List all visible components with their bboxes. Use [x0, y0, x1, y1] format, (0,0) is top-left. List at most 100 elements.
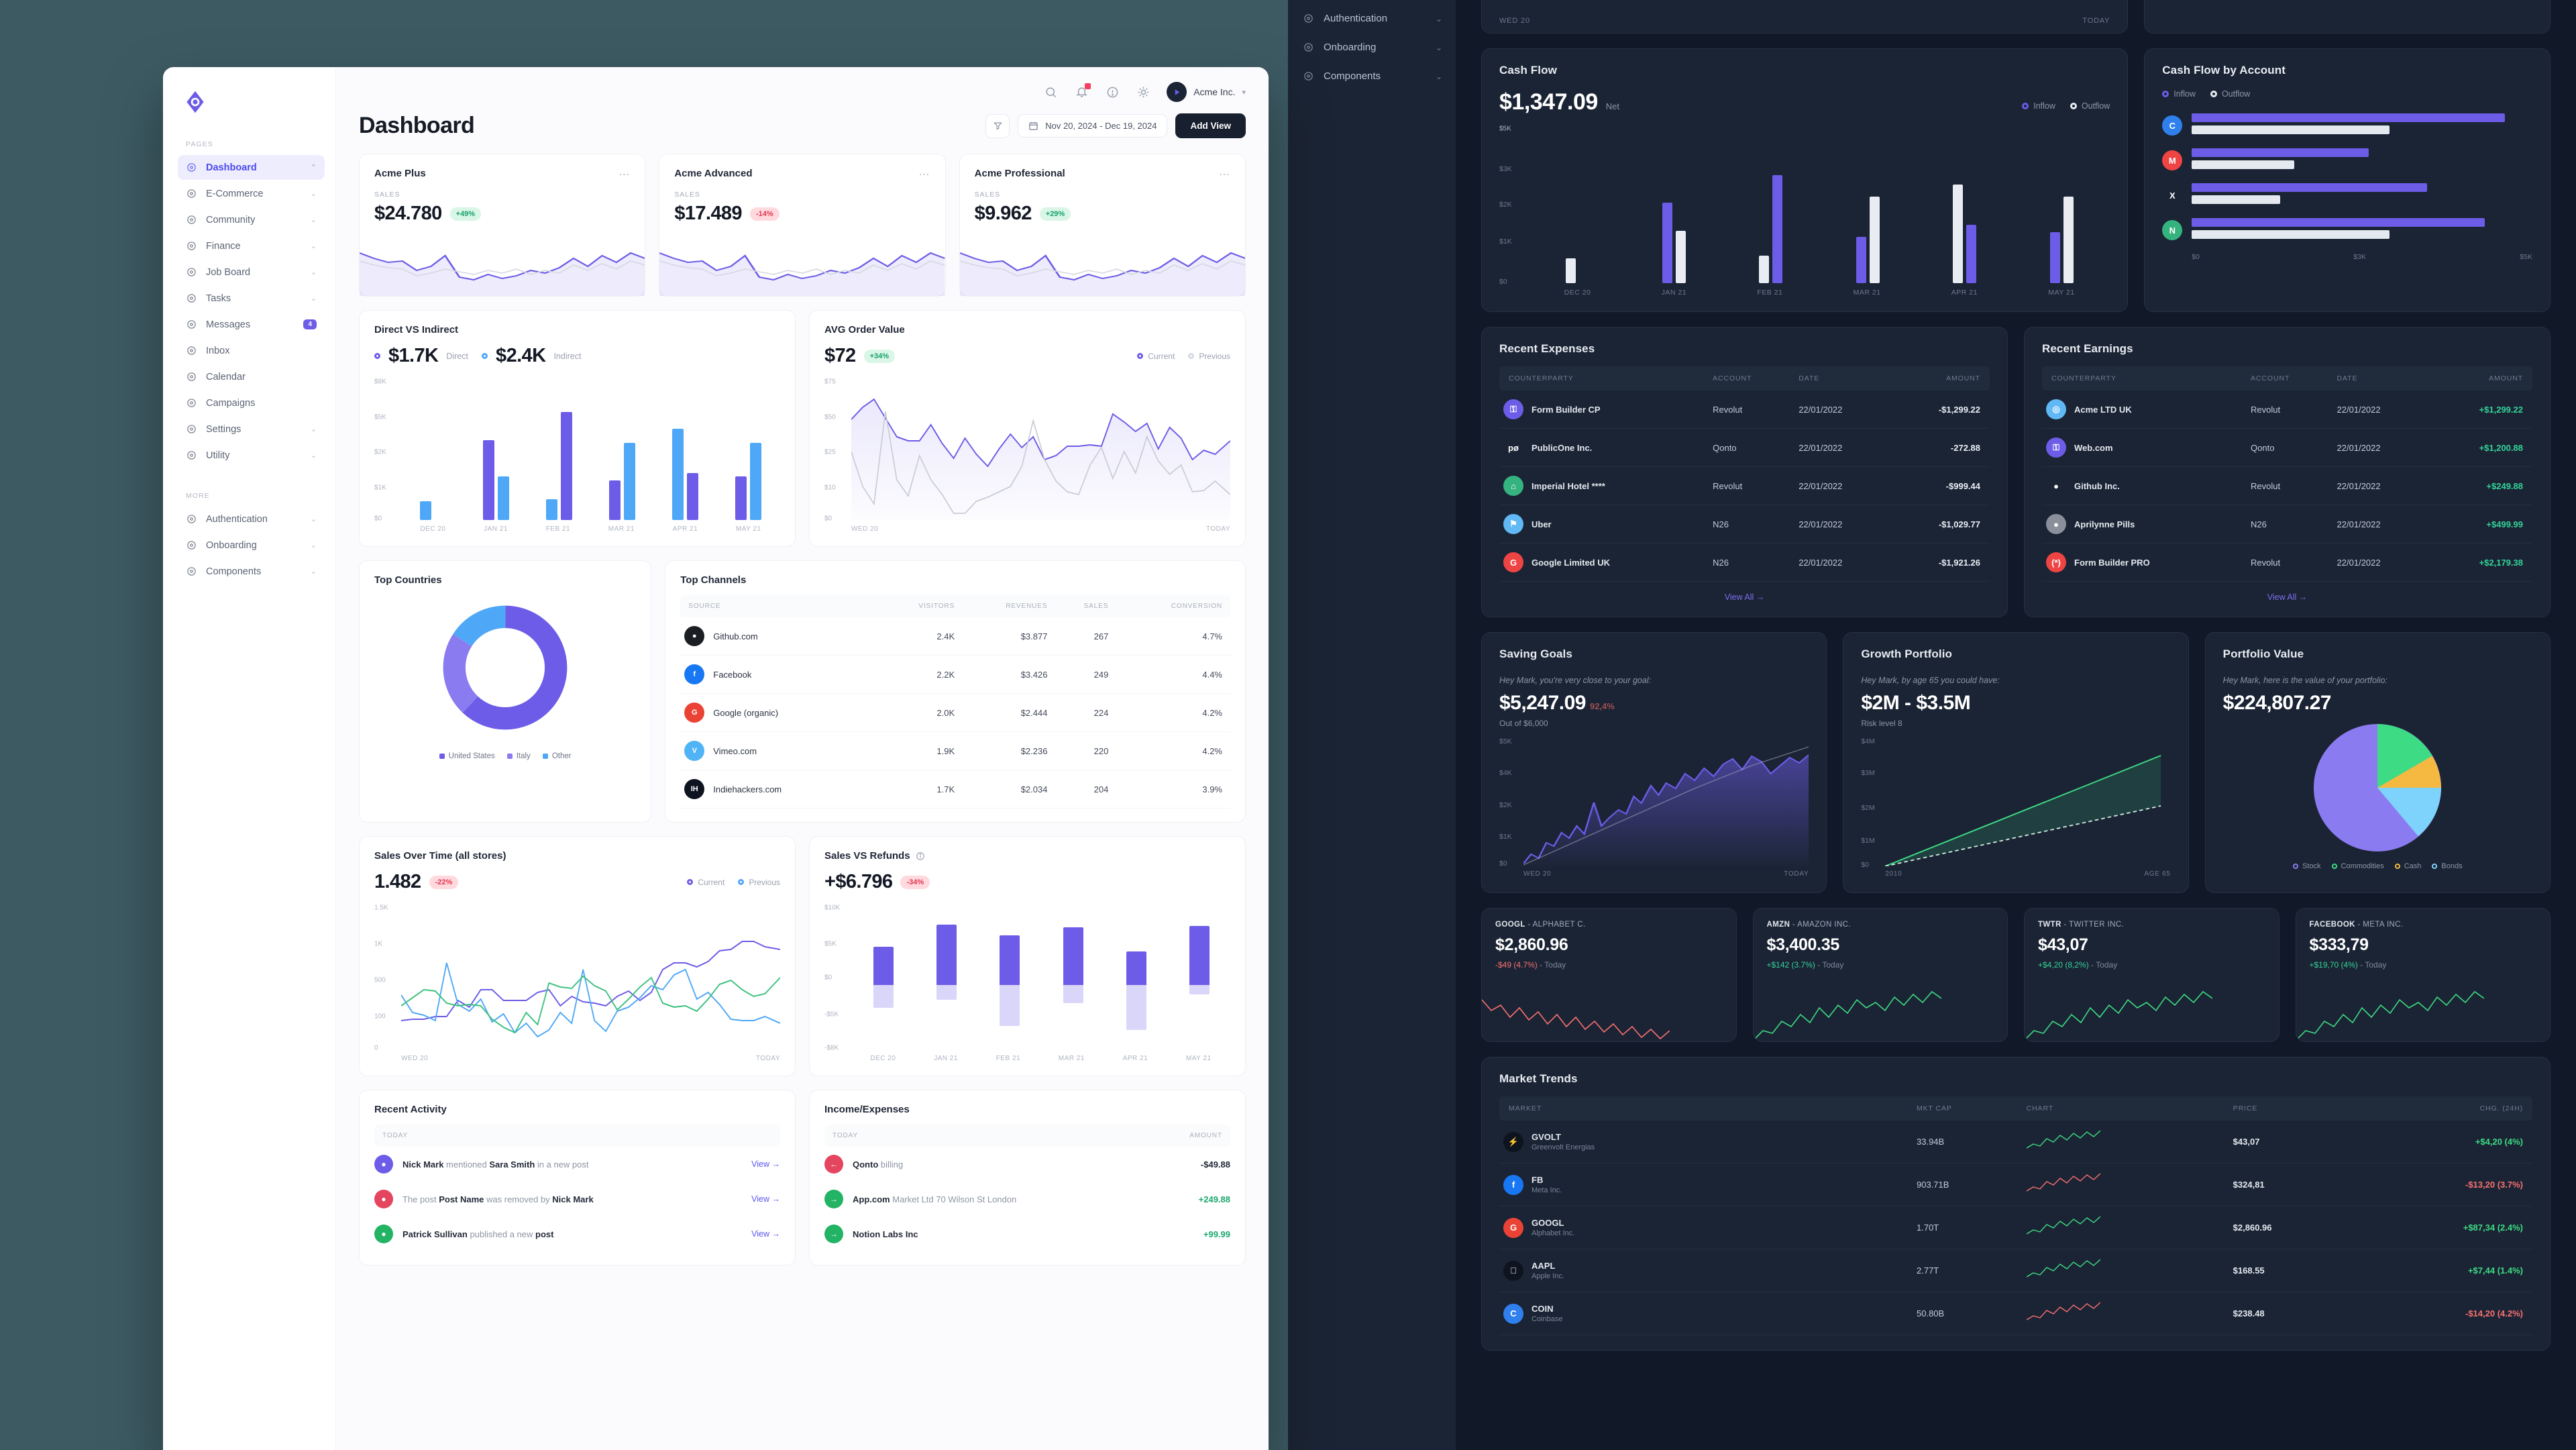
table-row[interactable]: ● Github Inc. Revolut 22/01/2022 +$249.88: [2042, 466, 2532, 505]
market-cap-cell: 2.77T: [1913, 1249, 2023, 1292]
legend-item[interactable]: Bonds: [2432, 862, 2463, 870]
stock-card[interactable]: AMZN - AMAZON INC. $3,400.35 +$142 (3.7%) …: [1752, 908, 2008, 1042]
search-icon[interactable]: [1043, 85, 1058, 99]
sidebar-item-dashboard[interactable]: Dashboard ⌃: [178, 155, 325, 180]
table-row[interactable]: ● Aprilynne Pills N26 22/01/2022 +$499.99: [2042, 505, 2532, 543]
legend-outflow[interactable]: Outflow: [2070, 101, 2110, 111]
sidebar-item-job-board[interactable]: Job Board ⌄: [178, 260, 325, 284]
top-countries-legend: United States Italy Other: [439, 752, 572, 760]
legend-item[interactable]: Stock: [2293, 862, 2321, 870]
table-row[interactable]: ⚿ Form Builder CP Revolut 22/01/2022 -$1,299…: [1499, 391, 1990, 429]
legend-current[interactable]: Current: [1137, 352, 1175, 361]
table-row[interactable]: G Google Limited UK N26 22/01/2022 -$1,921.2…: [1499, 543, 1990, 582]
notifications-icon[interactable]: [1074, 83, 1091, 99]
table-row[interactable]: G Google (organic) 2.0K $2.444 224 4.2%: [680, 693, 1230, 732]
legend-current[interactable]: Current: [687, 878, 724, 887]
table-row[interactable]: ⚡ GVOLT Greenvolt Energias 33.94B $43,07 +$4,…: [1499, 1121, 2532, 1163]
card-menu-icon[interactable]: ⋯: [619, 169, 631, 180]
sidebar-item-finance[interactable]: Finance ⌄: [178, 234, 325, 258]
table-row[interactable]: ⌂ Imperial Hotel **** Revolut 22/01/2022 -$9…: [1499, 466, 1990, 505]
table-row[interactable]: C COIN Coinbase 50.80B $238.48 -$14,20 (4.2%): [1499, 1292, 2532, 1335]
legend-outflow[interactable]: Outflow: [2210, 89, 2250, 99]
earnings-view-all-link[interactable]: View All →: [2267, 592, 2308, 602]
legend-previous[interactable]: Previous: [1188, 352, 1230, 361]
chevron-down-icon: ⌄: [1435, 13, 1442, 23]
card-menu-icon[interactable]: ⋯: [1218, 169, 1230, 180]
sidebar-item-e-commerce[interactable]: E-Commerce ⌄: [178, 181, 325, 206]
sidebar-item-onboarding[interactable]: Onboarding ⌄: [178, 533, 325, 558]
table-row[interactable]: V Vimeo.com 1.9K $2.236 220 4.2%: [680, 731, 1230, 770]
recent-earnings-card: Recent Earnings COUNTERPARTY ACCOUNT DATE A…: [2024, 327, 2551, 617]
legend-item[interactable]: Italy: [506, 752, 531, 760]
table-row[interactable]: f FB Meta Inc. 903.71B $324,81 -$13,20 (3.7%): [1499, 1163, 2532, 1206]
indirect-label: Indirect: [553, 351, 582, 361]
sidebar-item-label: Tasks: [206, 293, 231, 304]
table-row[interactable]: ⚿ Web.com Qonto 22/01/2022 +$1,200.88: [2042, 428, 2532, 467]
sales-vs-refunds-x-axis: DEC 20 JAN 21 FEB 21 MAR 21 APR 21 MAY 21: [824, 1055, 1230, 1062]
table-row[interactable]: ◎ Acme LTD UK Revolut 22/01/2022 +$1,299.22: [2042, 391, 2532, 429]
app-logo-icon[interactable]: [183, 90, 207, 114]
visitors-cell: 2.0K: [876, 693, 959, 732]
sidebar-item-authentication[interactable]: Authentication ⌄: [178, 507, 325, 531]
table-row[interactable]: ⚑ Uber N26 22/01/2022 -$1,029.77: [1499, 505, 1990, 543]
card-menu-icon[interactable]: ⋯: [918, 169, 930, 180]
add-view-button[interactable]: Add View: [1175, 113, 1246, 138]
y-tick: -$5K: [824, 1011, 839, 1019]
amount-cell: +$2,179.38: [2427, 543, 2532, 582]
sales-vs-refunds-value: +$6.796: [824, 871, 893, 892]
source-avatar: IH: [684, 779, 705, 799]
sidebar-item-campaigns[interactable]: Campaigns: [178, 391, 325, 415]
table-row[interactable]: IH Indiehackers.com 1.7K $2.034 204 3.9%: [680, 770, 1230, 809]
sidebar-item-utility[interactable]: Utility ⌄: [178, 443, 325, 468]
activity-view-link[interactable]: View →: [751, 1229, 780, 1239]
legend-inflow[interactable]: Inflow: [2022, 101, 2055, 111]
sidebar-item-tasks[interactable]: Tasks ⌄: [178, 286, 325, 311]
table-row[interactable]: G GOOGL Alphabet Inc. 1.70T $2,860.96 +$87,34…: [1499, 1206, 2532, 1249]
help-icon[interactable]: [1105, 85, 1120, 99]
legend-item[interactable]: Cash: [2394, 862, 2421, 870]
filter-button[interactable]: [985, 113, 1010, 138]
legend-item[interactable]: United States: [439, 752, 495, 760]
activity-view-link[interactable]: View →: [751, 1194, 780, 1204]
dark-sidebar-item-authentication[interactable]: Authentication ⌄: [1288, 4, 1456, 33]
legend-previous[interactable]: Previous: [738, 878, 780, 887]
date-range-picker[interactable]: Nov 20, 2024 - Dec 19, 2024: [1018, 114, 1168, 138]
stock-card[interactable]: TWTR - TWITTER INC. $43,07 +$4,20 (8,2%) -…: [2024, 908, 2279, 1042]
recent-expenses-table: COUNTERPARTY ACCOUNT DATE AMOUNT ⚿ Form Buil…: [1499, 366, 1990, 582]
expenses-view-all-link[interactable]: View All →: [1724, 592, 1765, 602]
sidebar-item-messages[interactable]: Messages 4: [178, 312, 325, 337]
legend-swatch-icon: [542, 754, 548, 759]
legend-item[interactable]: Commodities: [2331, 862, 2384, 870]
y-tick: $5K: [1499, 737, 1512, 745]
dark-sidebar-item-components[interactable]: Components ⌄: [1288, 62, 1456, 91]
x-tick: $5K: [2520, 253, 2532, 261]
product-value: $17.489: [674, 203, 742, 224]
table-row[interactable]: pø PublicOne Inc. Qonto 22/01/2022 -272.88: [1499, 428, 1990, 467]
chevron-icon: ⌄: [310, 190, 317, 198]
sidebar-item-components[interactable]: Components ⌄: [178, 559, 325, 584]
legend-inflow[interactable]: Inflow: [2162, 89, 2196, 99]
sidebar-item-inbox[interactable]: Inbox: [178, 338, 325, 363]
stock-card[interactable]: GOOGL - ALPHABET C. $2,860.96 -$49 (4.7%) …: [1481, 908, 1737, 1042]
info-icon[interactable]: [916, 851, 925, 861]
table-row[interactable]: (*) Form Builder PRO Revolut 22/01/2022 +$2,…: [2042, 543, 2532, 582]
sidebar-item-community[interactable]: Community ⌄: [178, 207, 325, 232]
sidebar-item-calendar[interactable]: Calendar: [178, 364, 325, 389]
legend-item[interactable]: Other: [542, 752, 572, 760]
sidebar-item-settings[interactable]: Settings ⌄: [178, 417, 325, 442]
table-row[interactable]: f Facebook 2.2K $3.426 249 4.4%: [680, 655, 1230, 694]
bar-inflow: [2192, 218, 2485, 227]
theme-toggle-icon[interactable]: [1136, 85, 1150, 99]
table-row[interactable]: ● Github.com 2.4K $3.877 267 4.7%: [680, 617, 1230, 656]
activity-view-link[interactable]: View →: [751, 1159, 780, 1169]
counterparty-avatar: ⚿: [2046, 437, 2066, 458]
dark-market-row: Market Trends MARKET MKT CAP CHART PRICE CHG…: [1481, 1057, 2551, 1351]
account-switcher[interactable]: Acme Inc. ▾: [1167, 82, 1246, 102]
stock-card[interactable]: FACEBOOK - META INC. $333,79 +$19,70 (4%) …: [2295, 908, 2551, 1042]
legend-dot-icon: [2432, 864, 2438, 869]
dark-sidebar-item-onboarding[interactable]: Onboarding ⌄: [1288, 33, 1456, 62]
sidebar-item-label: Settings: [206, 423, 241, 435]
dashboard-icon: [186, 162, 197, 173]
current-dot-icon: [1137, 353, 1144, 359]
